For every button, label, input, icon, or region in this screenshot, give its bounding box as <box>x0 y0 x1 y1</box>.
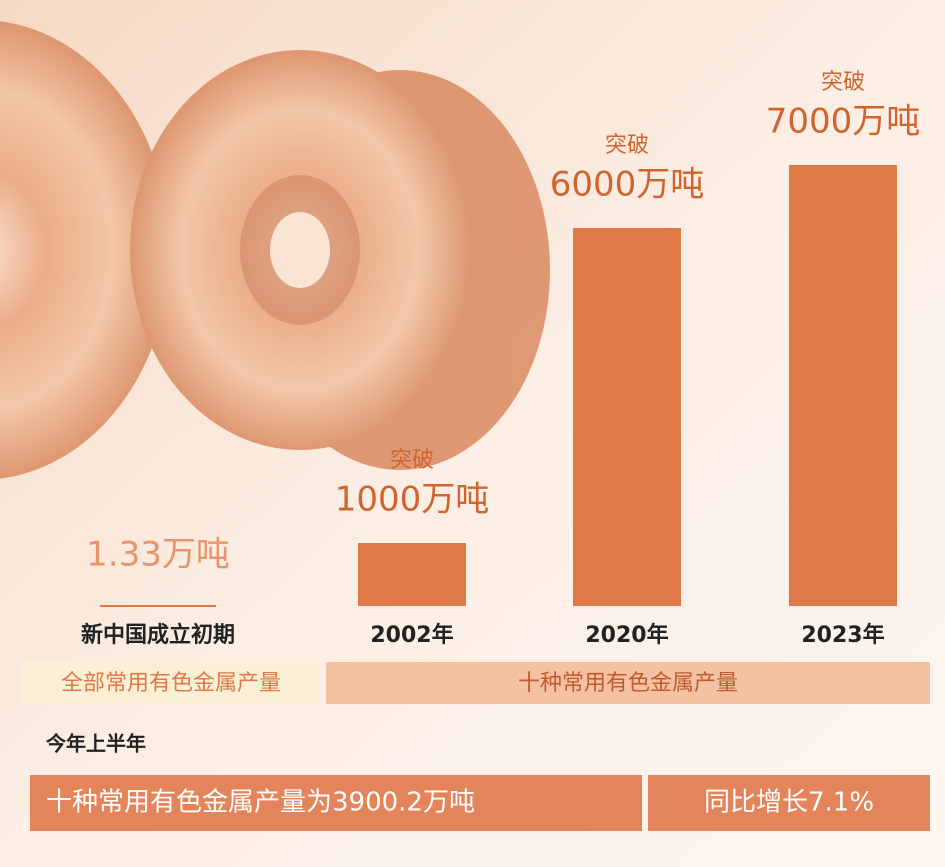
bar <box>789 165 897 606</box>
value-label: 1.33万吨 <box>86 535 230 575</box>
footer-band <box>648 775 930 831</box>
x-tick-label: 新中国成立初期 <box>81 622 235 648</box>
x-tick-label: 2002年 <box>370 622 453 648</box>
bar <box>573 228 681 606</box>
coil-decoration <box>0 21 550 479</box>
value-label: 1000万吨 <box>335 480 490 520</box>
value-label: 7000万吨 <box>766 102 921 142</box>
x-tick-label: 2020年 <box>585 622 668 648</box>
group-label: 全部常用有色金属产量 <box>61 671 281 696</box>
footer-band <box>30 775 642 831</box>
group-band <box>22 662 320 704</box>
bar <box>358 543 466 606</box>
group-band <box>326 662 930 704</box>
value-prefix: 突破 <box>821 70 865 95</box>
group-label: 十种常用有色金属产量 <box>518 671 738 696</box>
value-prefix: 突破 <box>605 133 649 158</box>
footer-growth: 同比增长7.1% <box>704 788 874 818</box>
footer-statement: 十种常用有色金属产量为3900.2万吨 <box>46 788 475 818</box>
value-prefix: 突破 <box>390 448 434 473</box>
x-tick-label: 2023年 <box>801 622 884 648</box>
footer-heading: 今年上半年 <box>46 732 146 756</box>
value-label: 6000万吨 <box>550 165 705 205</box>
